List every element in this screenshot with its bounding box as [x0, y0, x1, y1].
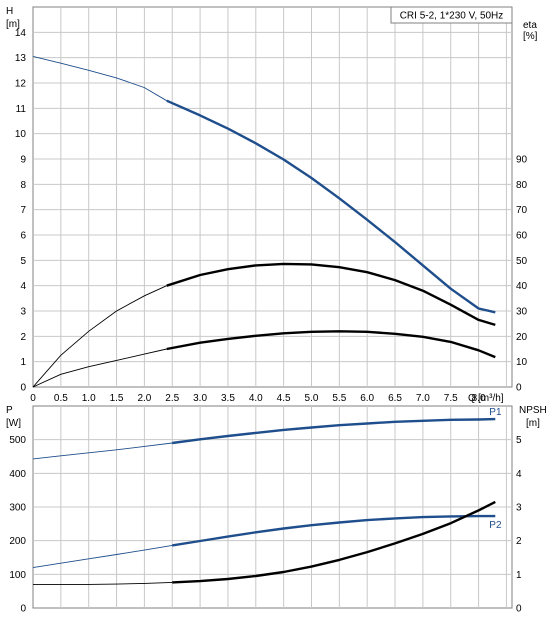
x-axis-unit: [m³/h] — [478, 393, 504, 404]
series-line-duty-segment — [166, 99, 496, 314]
series-line-thin-segment — [32, 55, 167, 102]
title-box — [390, 6, 513, 24]
y-left-tick-label: 12 — [15, 79, 27, 90]
y-right-tick-label: 30 — [516, 307, 528, 318]
y-left-axis-label: H — [6, 6, 13, 17]
y-right-tick-label: 40 — [516, 281, 528, 292]
y-left-axis-unit: [m] — [6, 19, 20, 30]
chart-title: CRI 5-2, 1*230 V, 50Hz — [400, 11, 504, 22]
y-right-axis-label: NPSH — [519, 405, 547, 416]
y-left-tick-label: 300 — [9, 503, 26, 514]
y-right-axis-unit: [m] — [526, 418, 540, 429]
y-right-tick-label: 4 — [516, 469, 522, 480]
x-tick-label: 6.5 — [388, 393, 402, 404]
y-left-tick-label: 4 — [20, 281, 26, 292]
y-right-axis-unit: [%] — [523, 31, 538, 42]
y-left-axis-unit: [W] — [6, 418, 21, 429]
y-left-tick-label: 8 — [20, 180, 26, 191]
x-tick-label: 1.0 — [82, 393, 96, 404]
power-npsh-panel: 0 100 200 300 400 500 0 1 2 3 4 5 P [W] NPSH [m] P1 P2 — [6, 405, 547, 615]
series-line-thin-segment — [32, 442, 173, 460]
y-right-tick-label: 80 — [516, 180, 528, 191]
x-axis-label: Q — [468, 393, 476, 404]
x-tick-label: 2.5 — [165, 393, 179, 404]
x-tick-label: 8.0 — [472, 393, 486, 404]
series-label: P1 — [489, 407, 502, 418]
y-right-tick-label: 0 — [516, 604, 522, 615]
y-left-tick-label: 3 — [20, 307, 26, 318]
y-right-tick-label: 2 — [516, 536, 522, 547]
y-left-tick-label: 6 — [20, 231, 26, 242]
y-left-tick-label: 5 — [20, 256, 26, 267]
y-right-tick-label: 60 — [516, 231, 528, 242]
y-left-tick-label: 500 — [9, 435, 26, 446]
series-line-duty-segment — [172, 500, 496, 584]
y-right-tick-label: 10 — [516, 357, 528, 368]
y-left-tick-label: 2 — [20, 332, 26, 343]
series-line-thin-segment — [33, 581, 173, 585]
x-tick-label: 0 — [30, 393, 36, 404]
x-tick-label: 4.5 — [277, 393, 291, 404]
y-left-tick-label: 100 — [9, 570, 26, 581]
x-tick-label: 3.0 — [193, 393, 207, 404]
y-left-tick-label: 13 — [15, 53, 27, 64]
y-left-tick-label: 10 — [15, 129, 27, 140]
series-label: P2 — [489, 520, 502, 531]
x-tick-label: 7.5 — [444, 393, 458, 404]
x-tick-label: 7.0 — [416, 393, 430, 404]
series-line-duty-segment — [166, 330, 496, 359]
x-tick-label: 5.0 — [305, 393, 319, 404]
y-right-tick-label: 90 — [516, 155, 528, 166]
x-tick-label: 4.0 — [249, 393, 263, 404]
y-left-tick-label: 200 — [9, 536, 26, 547]
head-efficiency-panel: 012345678910111213140102030405060708090H… — [6, 6, 538, 404]
series-line-thin-segment — [32, 285, 167, 388]
x-tick-label: 2.0 — [137, 393, 151, 404]
y-right-tick-label: 0 — [516, 383, 522, 394]
series-line-duty-segment — [172, 514, 496, 547]
x-tick-label: 1.5 — [110, 393, 124, 404]
x-tick-label: 3.5 — [221, 393, 235, 404]
plot-frame — [32, 6, 513, 388]
y-left-tick-label: 7 — [20, 205, 26, 216]
series-line-thin-segment — [32, 348, 167, 388]
y-right-axis-label: eta — [523, 20, 537, 31]
y-right-tick-label: 5 — [516, 435, 522, 446]
series-line-duty-segment — [172, 417, 496, 445]
x-tick-label: 0.5 — [54, 393, 68, 404]
x-tick-label: 6.0 — [360, 393, 374, 404]
series-line-thin-segment — [32, 544, 173, 569]
y-right-tick-label: 1 — [516, 570, 522, 581]
y-right-tick-label: 50 — [516, 256, 528, 267]
y-left-axis-label: P — [6, 405, 13, 416]
y-right-tick-label: 20 — [516, 332, 528, 343]
x-tick-label: 5.5 — [332, 393, 346, 404]
y-left-tick-label: 400 — [9, 469, 26, 480]
y-left-tick-label: 1 — [20, 357, 26, 368]
y-left-tick-label: 11 — [16, 104, 27, 115]
y-right-tick-label: 3 — [516, 503, 522, 514]
series-line-duty-segment — [166, 262, 496, 327]
y-left-tick-label: 0 — [20, 604, 26, 615]
y-left-tick-label: 9 — [20, 155, 26, 166]
y-right-tick-label: 70 — [516, 205, 528, 216]
y-left-tick-label: 14 — [15, 28, 27, 39]
y-left-tick-label: 0 — [20, 383, 26, 394]
